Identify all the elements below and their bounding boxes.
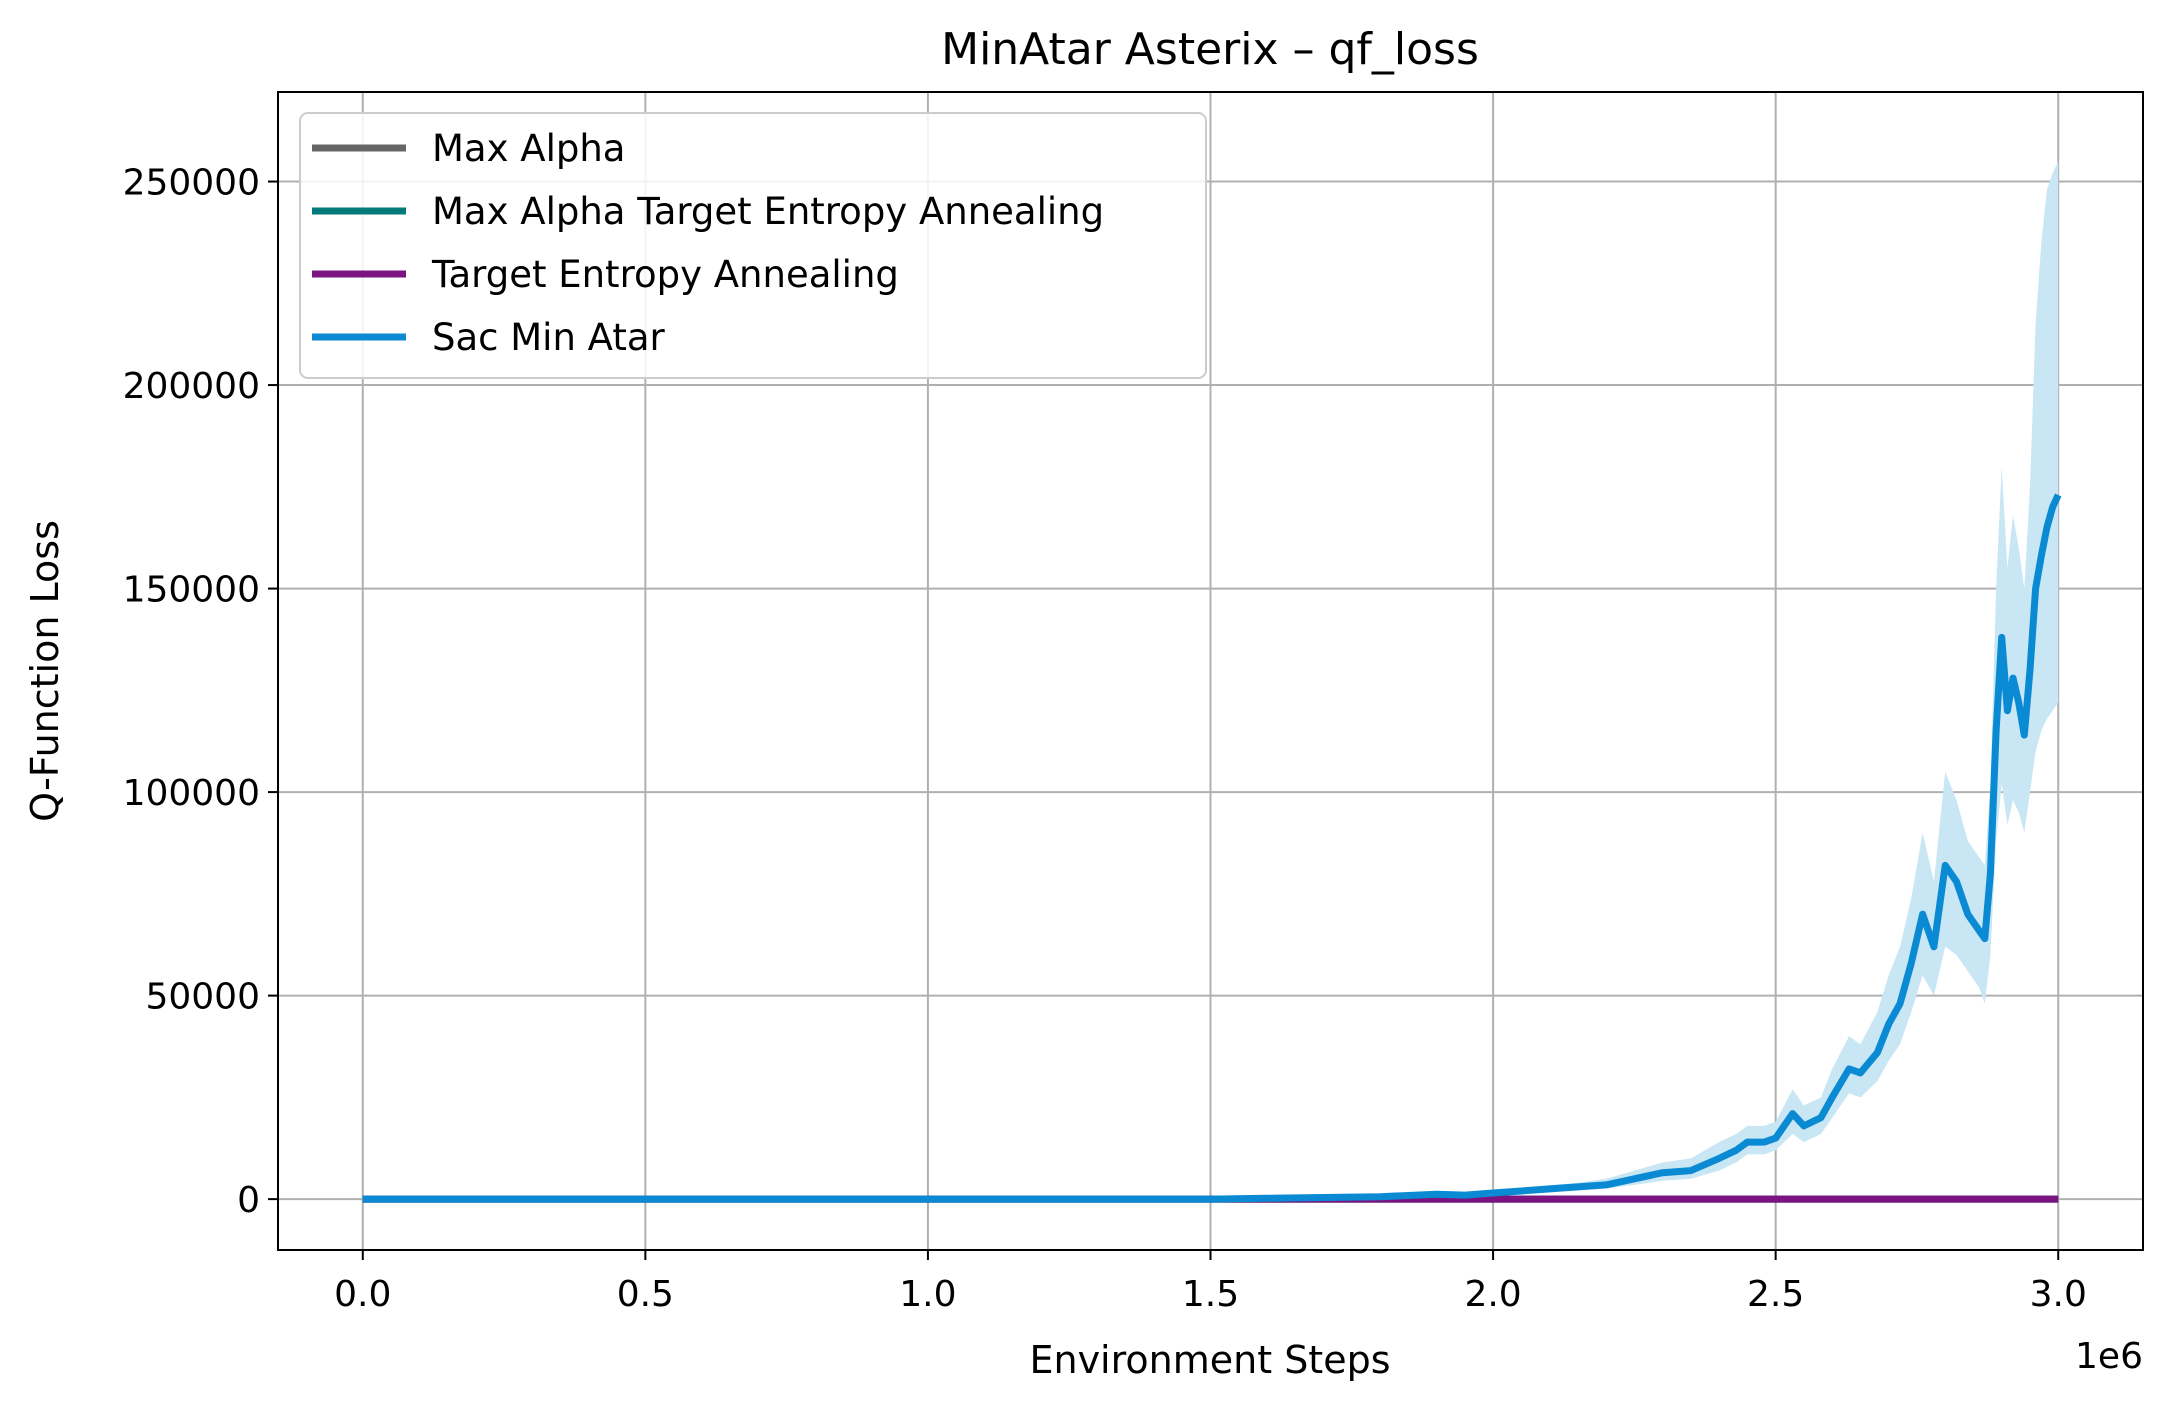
legend-label: Sac Min Atar	[432, 316, 666, 359]
y-tick-label: 50000	[145, 977, 260, 1018]
y-tick-label: 200000	[123, 366, 260, 407]
y-tick-label: 250000	[123, 163, 260, 204]
legend-label: Target Entropy Annealing	[431, 253, 899, 296]
y-tick-label: 150000	[123, 570, 260, 611]
x-tick-label: 0.5	[617, 1274, 674, 1315]
x-tick-label: 1.5	[1182, 1274, 1239, 1315]
x-axis-label: Environment Steps	[1029, 1338, 1390, 1382]
chart-title: MinAtar Asterix – qf_loss	[941, 24, 1479, 75]
series-lines	[362, 493, 2062, 1203]
y-axis-label: Q-Function Loss	[23, 520, 67, 822]
legend-frame	[299, 112, 1207, 379]
y-tick-label: 0	[237, 1180, 260, 1221]
x-tick-label: 1.0	[899, 1274, 956, 1315]
series-line	[362, 493, 2062, 1203]
x-tick-label: 2.0	[1464, 1274, 1521, 1315]
legend-entries: Max Alpha Max Alpha Target Entropy Anneal…	[312, 127, 1104, 359]
axis-ticks: 0.0 0.5 1.0 1.5 2.0 2.5 3.0 0 50000 100000 150000 2…	[123, 163, 2087, 1315]
y-tick-label: 100000	[123, 773, 260, 814]
x-tick-label: 0.0	[334, 1274, 391, 1315]
legend: Max Alpha Max Alpha Target Entropy Anneal…	[299, 112, 1207, 379]
x-axis-offset-text: 1e6	[2075, 1336, 2143, 1377]
legend-label: Max Alpha Target Entropy Annealing	[432, 190, 1104, 233]
x-tick-label: 3.0	[2030, 1274, 2087, 1315]
x-tick-label: 2.5	[1747, 1274, 1804, 1315]
legend-label: Max Alpha	[432, 127, 625, 170]
